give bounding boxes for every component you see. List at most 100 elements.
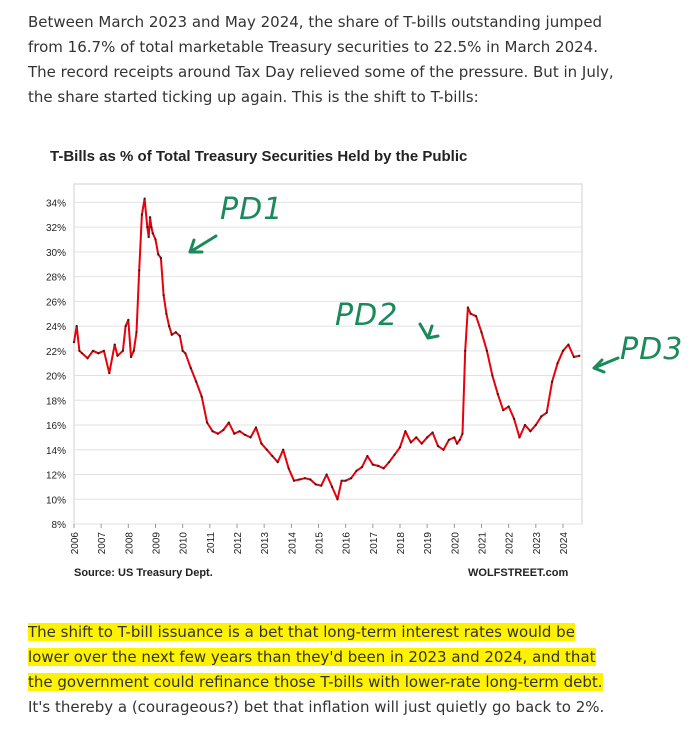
x-tick-label: 2008 xyxy=(124,532,135,555)
data-point xyxy=(340,479,343,482)
x-tick-label: 2016 xyxy=(342,532,353,555)
data-point xyxy=(529,430,532,433)
data-point xyxy=(415,436,418,439)
data-point xyxy=(200,395,203,398)
annotation-arrow-pd3 xyxy=(592,356,620,374)
data-point xyxy=(127,318,130,321)
data-point xyxy=(491,374,494,377)
tbill-share-chart: 8% 10% 12% 14% 16% 18% 20% 22% 24% 26% 28% 30% 32% 34… xyxy=(46,183,620,555)
data-point xyxy=(211,430,214,433)
intro-paragraph: Between March 2023 and May 2024, the sha… xyxy=(28,10,668,110)
data-point xyxy=(151,232,154,235)
y-tick-label: 26% xyxy=(46,297,66,308)
data-point xyxy=(135,331,138,334)
data-point xyxy=(371,463,374,466)
data-point xyxy=(170,333,173,336)
data-point xyxy=(249,436,252,439)
data-point xyxy=(420,442,423,445)
highlighted-text: the government could refinance those T-b… xyxy=(28,673,603,691)
data-point xyxy=(113,343,116,346)
data-point xyxy=(184,352,187,355)
data-point xyxy=(474,315,478,318)
data-point xyxy=(238,430,241,433)
data-point xyxy=(336,498,339,501)
y-tick-label: 16% xyxy=(46,421,66,432)
data-point xyxy=(461,432,464,435)
data-point xyxy=(91,349,95,352)
data-point xyxy=(453,436,456,439)
data-point xyxy=(78,349,81,352)
data-point xyxy=(436,444,440,448)
data-point xyxy=(244,433,247,437)
outro-line: The shift to T-bill issuance is a bet th… xyxy=(28,620,668,645)
data-point xyxy=(480,331,483,334)
source-note: Source: US Treasury Dept. xyxy=(74,567,213,579)
data-point xyxy=(132,349,135,352)
data-point xyxy=(276,461,279,464)
x-tick-label: 2010 xyxy=(179,532,190,555)
data-point xyxy=(154,238,157,241)
data-point xyxy=(485,349,489,352)
brand-note: WOLFSTREET.com xyxy=(468,567,569,579)
data-point xyxy=(189,367,192,370)
x-tick-label: 2015 xyxy=(314,532,325,555)
data-point xyxy=(181,349,184,352)
data-point xyxy=(330,485,334,488)
data-point xyxy=(349,477,353,480)
x-tick-label: 2019 xyxy=(423,532,434,555)
data-point xyxy=(409,441,412,444)
data-point xyxy=(344,479,347,482)
data-point xyxy=(314,483,317,486)
outro-paragraph: The shift to T-bill issuance is a bet th… xyxy=(28,620,668,720)
data-point xyxy=(206,421,209,424)
data-point xyxy=(195,380,198,383)
data-point xyxy=(512,417,516,420)
data-point xyxy=(167,324,171,328)
data-point xyxy=(140,213,144,216)
series-line xyxy=(73,197,580,501)
data-point xyxy=(534,423,537,427)
y-tick-label: 12% xyxy=(46,471,66,482)
data-point xyxy=(147,235,150,239)
x-tick-label: 2006 xyxy=(70,532,81,555)
data-point xyxy=(303,477,307,480)
data-point xyxy=(159,256,163,260)
data-point xyxy=(355,469,358,472)
data-point xyxy=(325,473,328,476)
data-point xyxy=(518,436,521,439)
data-point xyxy=(233,432,236,435)
x-tick-label: 2018 xyxy=(396,532,407,555)
x-tick-label: 2020 xyxy=(450,532,461,555)
data-point xyxy=(75,324,78,328)
outro-line: It's thereby a (courageous?) bet that in… xyxy=(28,698,605,716)
y-tick-label: 28% xyxy=(46,273,66,284)
annotation-arrow-pd2 xyxy=(418,322,440,340)
x-tick-label: 2014 xyxy=(287,532,298,555)
data-point xyxy=(227,421,230,424)
y-tick-label: 14% xyxy=(46,446,66,457)
annotation-pd2: PD2 xyxy=(335,298,399,333)
data-point xyxy=(97,352,100,355)
data-point xyxy=(578,354,581,357)
data-point xyxy=(469,312,472,315)
x-tick-label: 2013 xyxy=(260,532,271,555)
data-point xyxy=(455,442,459,445)
data-point xyxy=(216,432,220,435)
y-tick-label: 18% xyxy=(46,396,66,407)
data-point xyxy=(121,349,124,352)
data-point xyxy=(458,438,461,441)
data-point xyxy=(81,352,84,355)
data-point xyxy=(320,484,323,487)
data-point xyxy=(502,409,505,412)
data-point xyxy=(545,411,548,414)
data-point xyxy=(567,343,570,346)
data-point xyxy=(572,355,575,359)
y-tick-label: 20% xyxy=(46,372,66,383)
data-point xyxy=(148,216,152,219)
data-point xyxy=(447,438,450,441)
y-tick-label: 24% xyxy=(46,322,66,333)
data-point xyxy=(282,448,285,451)
data-point xyxy=(265,448,268,451)
y-tick-label: 22% xyxy=(46,347,66,358)
data-point xyxy=(298,478,301,481)
